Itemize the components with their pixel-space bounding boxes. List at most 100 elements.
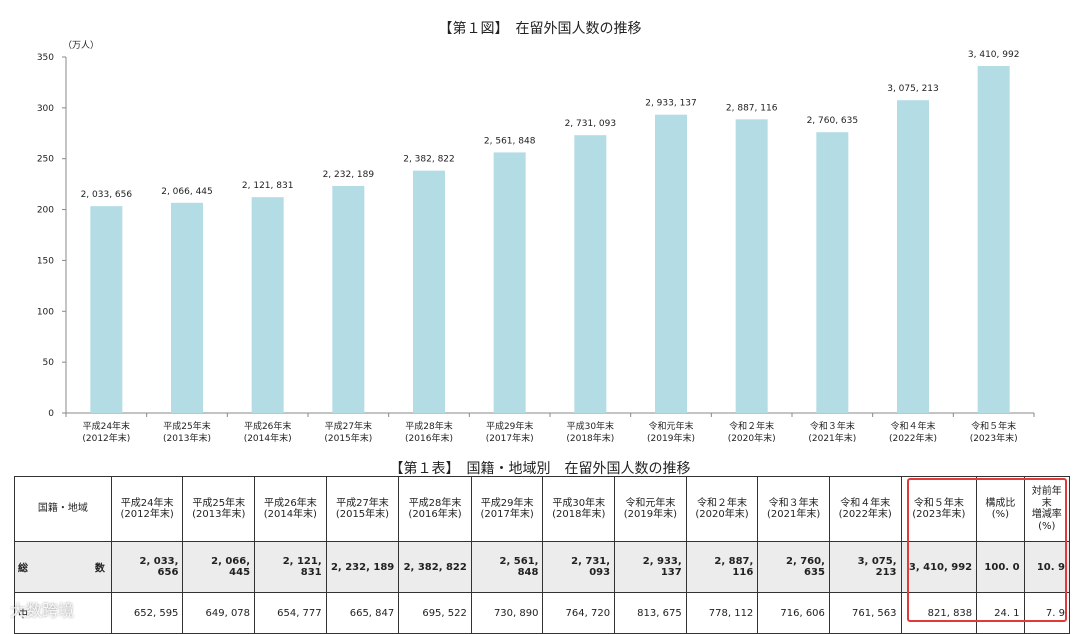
bar-value-label: 2, 382, 822 xyxy=(403,155,455,165)
header-text: (2016年末) xyxy=(408,509,462,520)
bar xyxy=(413,170,445,413)
header-cell: 平成26年末 (2014年末) xyxy=(254,476,327,542)
bar-value-label: 2, 033, 656 xyxy=(81,190,133,200)
header-cell: 令和４年末 (2022年末) xyxy=(828,476,902,542)
category-label: 令和２年末 xyxy=(729,420,774,432)
category-label: 平成29年末 xyxy=(486,420,533,432)
table-cell: 730, 890 xyxy=(470,592,544,634)
table-cell: 2, 760, 635 xyxy=(757,541,830,593)
bar xyxy=(735,119,768,414)
chart-title: 【第１図】 在留外国人数の推移 xyxy=(439,20,642,37)
table-cell: 821, 838 xyxy=(900,592,978,634)
header-text: (2012年末) xyxy=(120,509,174,520)
header-text: 平成25年末 xyxy=(192,497,246,509)
header-cell: 構成比 (%) xyxy=(976,476,1025,542)
bar-value-label: 3, 410, 992 xyxy=(968,50,1020,60)
table-header-row: 国籍・地域 平成24年末 (2012年末) 平成25年末 (2013年末) 平成26年末(… xyxy=(14,476,1071,542)
header-cell: 令和３年末 (2021年末) xyxy=(757,476,830,542)
table-cell: 764, 720 xyxy=(542,592,616,634)
header-text: 令和３年末 xyxy=(768,497,819,509)
region-cell: 総数 xyxy=(14,541,112,593)
header-text: 平成29年末 xyxy=(480,497,534,509)
category-year-label: (2023年末) xyxy=(970,432,1018,444)
bar-value-label: 2, 066, 445 xyxy=(161,187,213,197)
category-label: 平成25年末 xyxy=(163,420,210,432)
table-cell: 649, 078 xyxy=(182,592,256,634)
header-text: 令和２年末 xyxy=(696,497,747,509)
header-text: 構成比 xyxy=(985,497,1016,509)
category-year-label: (2015年末) xyxy=(324,432,372,444)
bar xyxy=(171,202,203,413)
header-text: 平成24年末 xyxy=(120,497,174,509)
category-label: 平成26年末 xyxy=(244,420,291,432)
header-text: (2017年末) xyxy=(480,509,534,520)
header-cell: 平成25年末 (2013年末) xyxy=(182,476,256,542)
header-text: 令和４年末 xyxy=(840,497,891,509)
table-cell: 778, 112 xyxy=(685,592,759,634)
table-cell: 3, 075, 213 xyxy=(828,541,902,593)
data-table: 国籍・地域 平成24年末 (2012年末) 平成25年末 (2013年末) 平成26年末(… xyxy=(14,476,1071,634)
bar xyxy=(655,114,687,413)
category-label: 平成24年末 xyxy=(83,420,130,432)
table-cell: 24. 1 xyxy=(976,592,1025,634)
y-tick-label: 200 xyxy=(37,206,54,216)
y-axis-unit: （万人） xyxy=(63,40,99,51)
header-text: (%) xyxy=(1038,520,1056,532)
bar-value-label: 2, 561, 848 xyxy=(484,136,536,146)
bar xyxy=(897,100,929,413)
bar-value-label: 2, 232, 189 xyxy=(323,170,375,180)
bar xyxy=(977,66,1010,414)
header-text: 平成30年末 xyxy=(552,497,606,509)
header-text: (2013年末) xyxy=(192,509,246,520)
category-year-label: (2021年末) xyxy=(808,432,856,444)
header-text: (2015年末) xyxy=(335,509,390,520)
bar xyxy=(574,135,607,413)
bar xyxy=(332,185,365,413)
table-cell: 761, 563 xyxy=(828,592,902,634)
header-text: 平成28年末 xyxy=(408,497,462,509)
header-text: 令和５年末 xyxy=(913,497,964,509)
table-cell: 654, 777 xyxy=(254,592,327,634)
table-row: 中 652, 595 649, 078 654, 777 665, 847 695, 52… xyxy=(14,592,1071,634)
category-year-label: (2020年末) xyxy=(728,432,776,444)
table-cell: 652, 595 xyxy=(110,592,184,634)
bar-value-label: 3, 075, 213 xyxy=(887,84,939,94)
category-label: 令和元年末 xyxy=(648,420,693,432)
bar-value-label: 2, 121, 831 xyxy=(242,181,294,191)
y-tick-label: 100 xyxy=(37,307,54,317)
header-cell: 令和２年末 (2020年末) xyxy=(685,476,759,542)
table-cell: 2, 561, 848 xyxy=(470,541,544,593)
bar xyxy=(816,132,849,413)
header-text: (2021年末) xyxy=(766,509,821,520)
table-row: 総数 2, 033, 656 2, 066, 445 2, 121, 831 2, 23… xyxy=(14,541,1071,593)
category-label: 令和３年末 xyxy=(810,420,855,432)
category-year-label: (2022年末) xyxy=(889,432,937,444)
table-cell: 3, 410, 992 xyxy=(900,541,978,593)
bar xyxy=(493,152,526,413)
header-text: (2018年末) xyxy=(552,509,606,520)
header-text: 令和元年末 xyxy=(625,497,676,509)
category-year-label: (2018年末) xyxy=(566,432,614,444)
header-text: (2023年末) xyxy=(912,509,966,520)
header-cell: 対前年末 増減率 (%) xyxy=(1023,476,1071,542)
header-text: 平成26年末 xyxy=(263,497,317,509)
header-text: (2020年末) xyxy=(695,509,749,520)
header-cell: 令和５年末 (2023年末) xyxy=(900,476,978,542)
category-label: 平成30年末 xyxy=(567,420,614,432)
header-region: 国籍・地域 xyxy=(14,476,112,542)
header-cell: 平成27年末 (2015年末) xyxy=(325,476,400,542)
table-cell: 100. 0 xyxy=(976,541,1025,593)
y-tick-label: 350 xyxy=(37,53,54,63)
category-year-label: (2013年末) xyxy=(163,432,211,444)
header-cell: 令和元年末 (2019年末) xyxy=(614,476,687,542)
header-cell: 平成29年末 (2017年末) xyxy=(470,476,544,542)
header-text: (2022年末) xyxy=(838,509,892,520)
table-cell: 2, 382, 822 xyxy=(398,541,472,593)
y-tick-label: 150 xyxy=(37,256,54,266)
table-cell: 2, 066, 445 xyxy=(182,541,256,593)
region-label-left: 総 xyxy=(18,563,28,575)
header-text: 国籍・地域 xyxy=(37,503,88,515)
y-tick-label: 0 xyxy=(48,409,54,419)
category-label: 平成27年末 xyxy=(325,420,372,432)
table-cell: 2, 731, 093 xyxy=(542,541,616,593)
